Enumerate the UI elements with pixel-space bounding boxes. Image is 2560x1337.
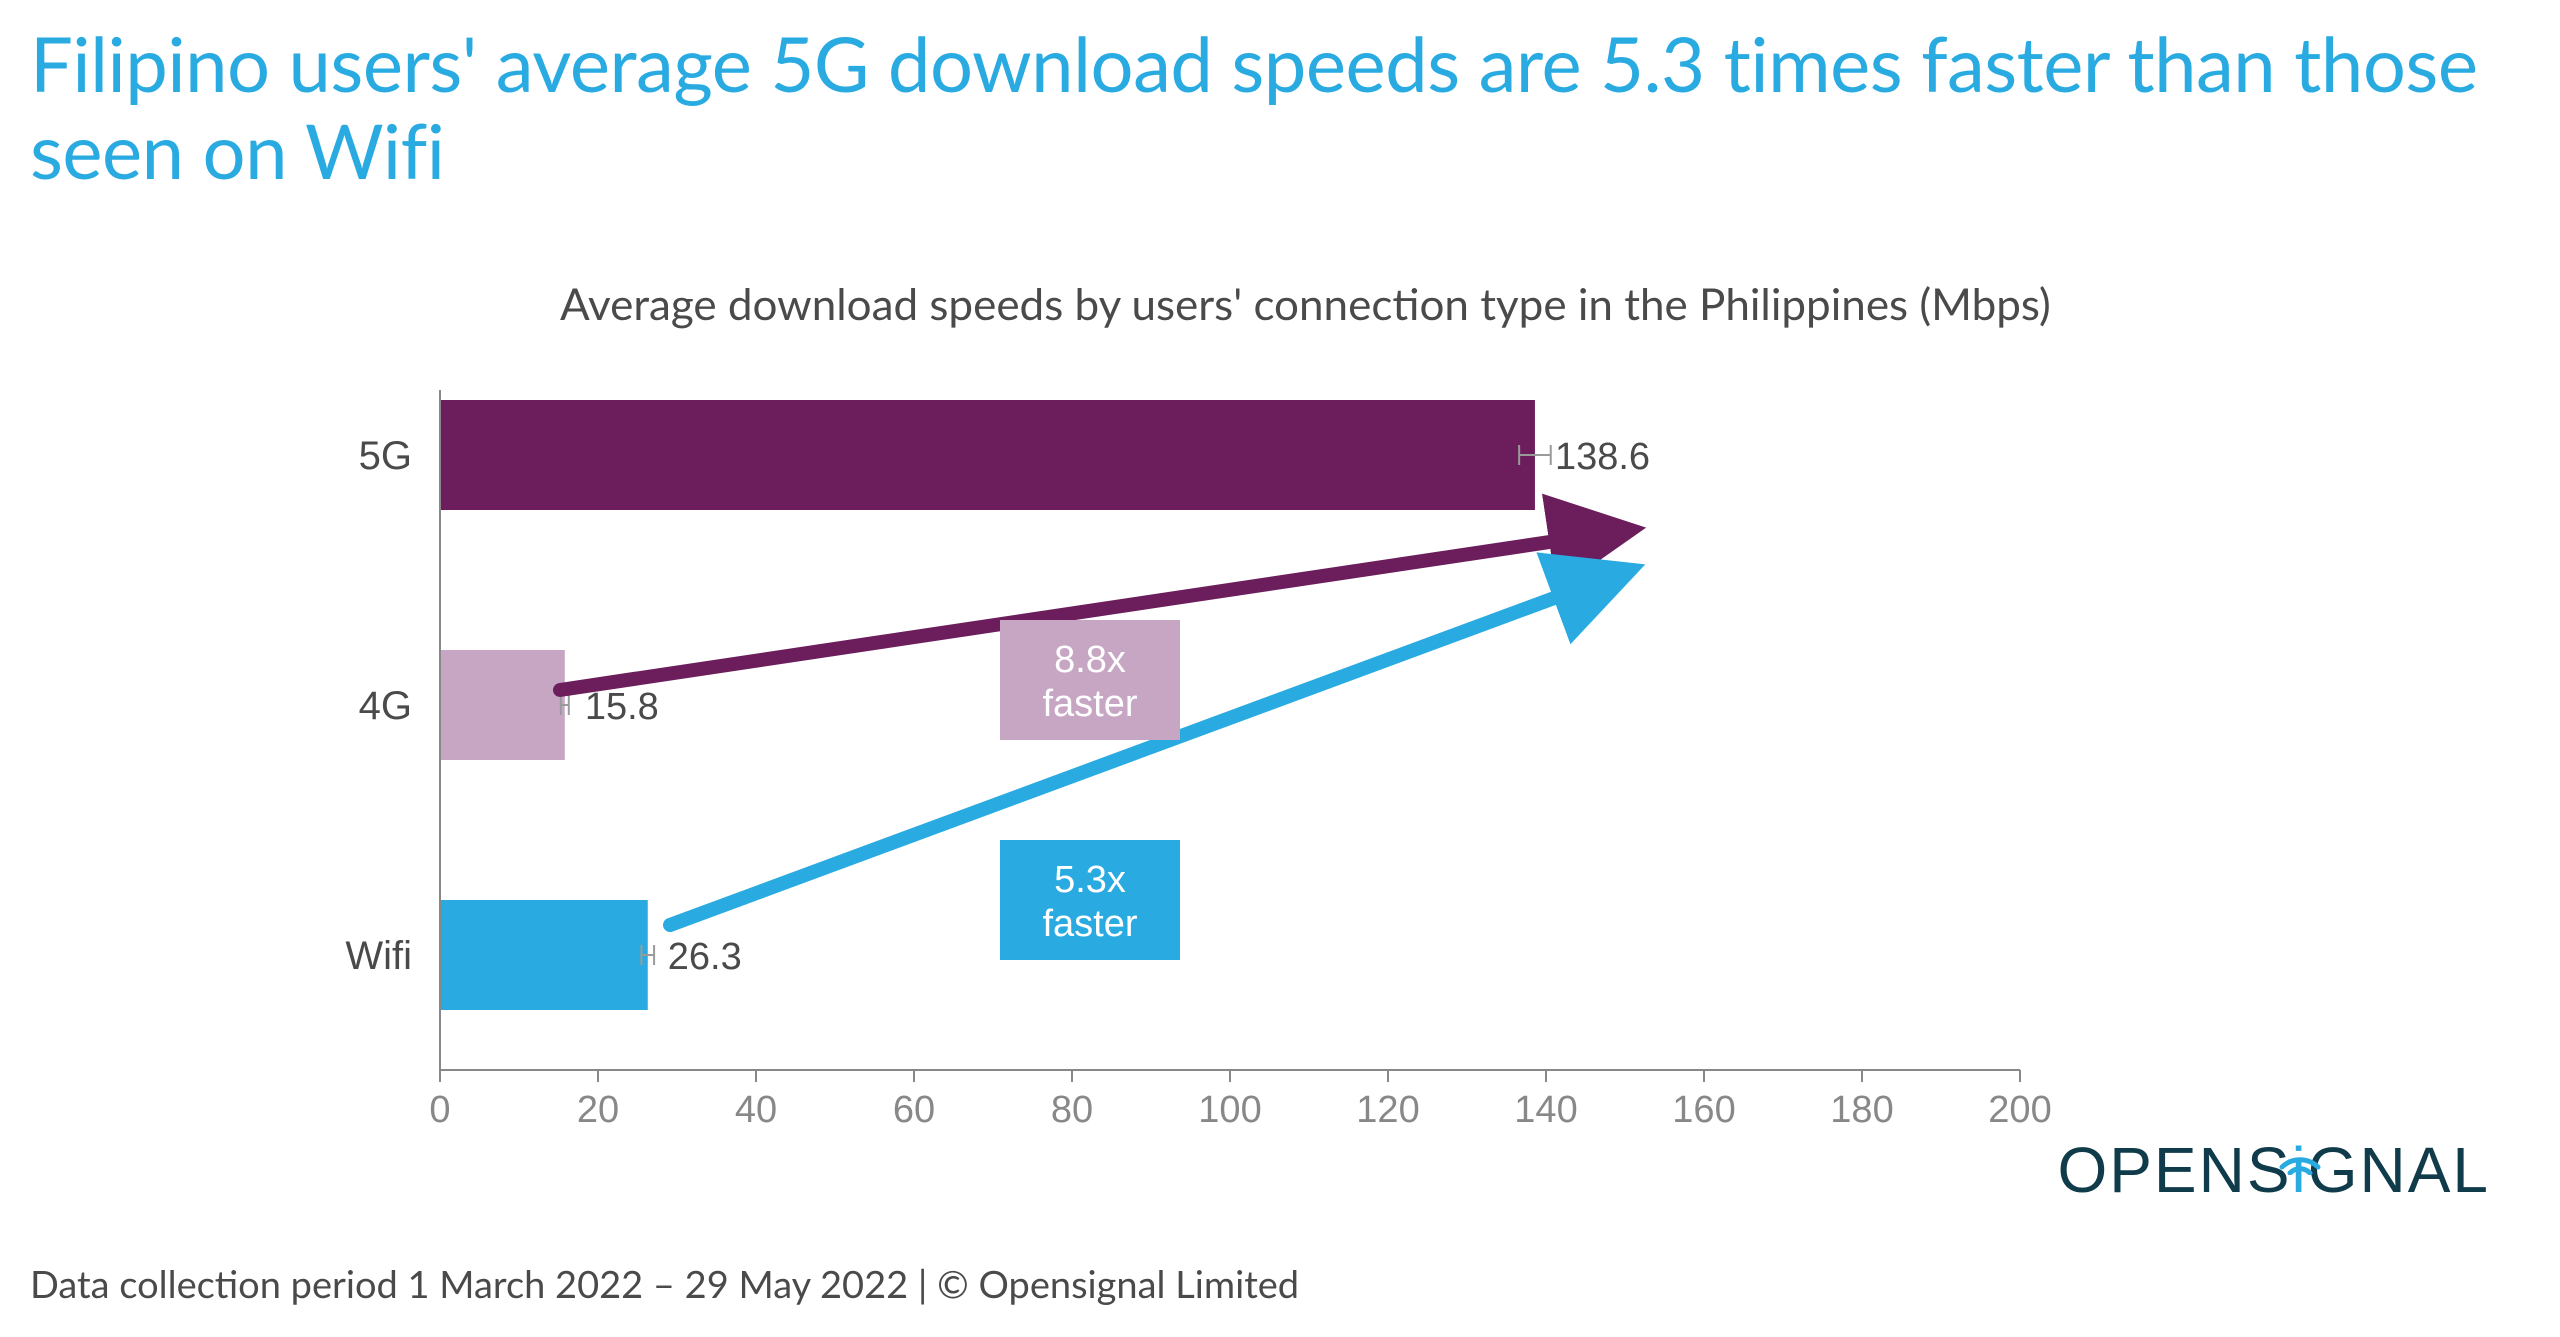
logo-dot: i — [2292, 1134, 2308, 1206]
bar-4g — [440, 650, 565, 760]
chart-svg: 5G 138.6 4G 15.8 Wifi 26.3 0 20 40 60 80 100 120 140 1… — [300, 360, 2060, 1160]
bar-value: 26.3 — [668, 936, 742, 978]
x-tick-label: 80 — [1051, 1089, 1093, 1131]
opensignal-logo: OPENS iGNAL — [2057, 1133, 2490, 1207]
bar-5g — [440, 400, 1535, 510]
x-tick-label: 140 — [1514, 1089, 1577, 1131]
logo-post: GNAL — [2308, 1134, 2490, 1206]
callout-text: 8.8x — [1054, 639, 1126, 681]
bar-value: 15.8 — [585, 686, 659, 728]
callout-text: faster — [1042, 903, 1137, 945]
x-tick-label: 40 — [735, 1089, 777, 1131]
x-tick-label: 120 — [1356, 1089, 1419, 1131]
x-tick-label: 100 — [1198, 1089, 1261, 1131]
x-tick-label: 20 — [577, 1089, 619, 1131]
x-tick-label: 160 — [1672, 1089, 1735, 1131]
bar-label: Wifi — [345, 934, 412, 978]
bar-label: 4G — [359, 684, 412, 728]
x-tick-label: 0 — [429, 1089, 450, 1131]
headline: Filipino users' average 5G download spee… — [30, 20, 2500, 195]
x-tick-label: 180 — [1830, 1089, 1893, 1131]
bar-chart: 5G 138.6 4G 15.8 Wifi 26.3 0 20 40 60 80 100 120 140 1… — [300, 360, 2060, 1160]
chart-subtitle: Average download speeds by users' connec… — [560, 278, 2051, 330]
callout-text: 5.3x — [1054, 859, 1126, 901]
callout-text: faster — [1042, 683, 1137, 725]
footer-text: Data collection period 1 March 2022 – 29… — [30, 1261, 1299, 1307]
logo-pre: OPENS — [2057, 1134, 2291, 1206]
bar-value: 138.6 — [1555, 436, 1650, 478]
wifi-icon — [2278, 1145, 2322, 1175]
x-tick-label: 60 — [893, 1089, 935, 1131]
bar-label: 5G — [359, 434, 412, 478]
bar-wifi — [440, 900, 648, 1010]
x-tick-label: 200 — [1988, 1089, 2051, 1131]
